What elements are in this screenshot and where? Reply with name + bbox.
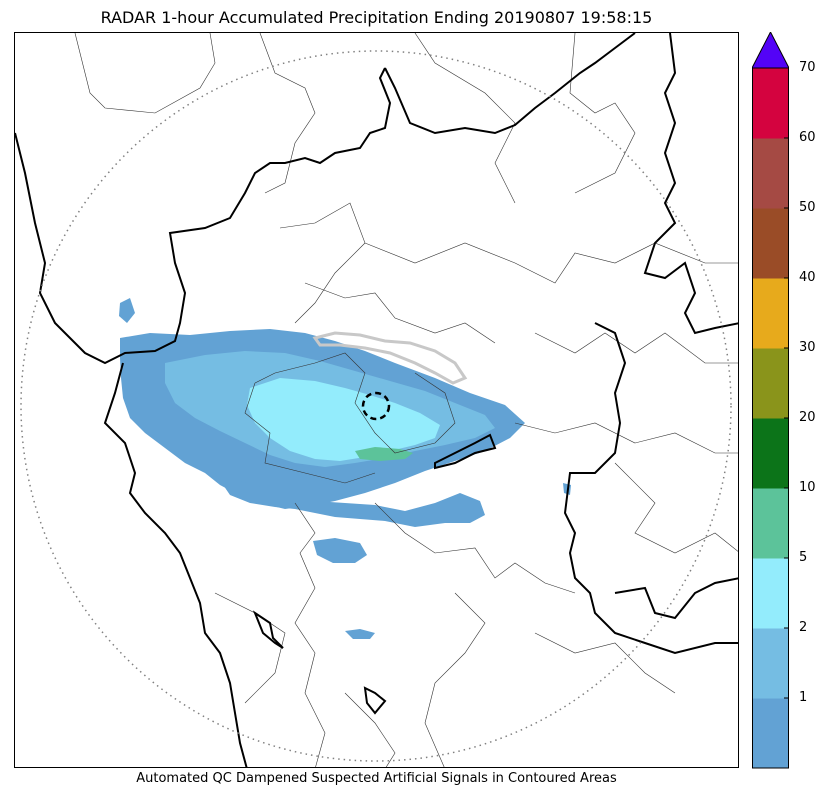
colorbar [752, 32, 789, 769]
colorbar-bin [752, 558, 789, 629]
colorbar-canvas [752, 32, 789, 769]
qc-contour [312, 331, 468, 385]
precip-field [119, 298, 571, 639]
colorbar-extend-max [752, 32, 789, 69]
colorbar-tick-label: 40 [799, 270, 816, 285]
state-boundaries [15, 33, 738, 767]
colorbar-tick-label: 10 [799, 480, 816, 495]
colorbar-bin [752, 698, 789, 769]
precip-band-0-1 [345, 629, 375, 639]
radar-site-marker [361, 391, 391, 421]
colorbar-bin [752, 208, 789, 279]
precip-band-2-5 [247, 378, 440, 461]
colorbar-tick-label: 5 [799, 550, 808, 565]
colorbar-bin [752, 348, 789, 419]
precip-band-0-1 [119, 298, 135, 323]
precip-band-0-1 [215, 473, 485, 527]
colorbar-tick-label: 60 [799, 130, 816, 145]
map-title: RADAR 1-hour Accumulated Precipitation E… [100, 8, 653, 27]
radar-range-ring [20, 50, 732, 762]
colorbar-bin [752, 628, 789, 699]
colorbar-tick-label: 50 [799, 200, 816, 215]
colorbar-bin [752, 138, 789, 209]
colorbar-tick-label: 20 [799, 410, 816, 425]
colorbar-bin [752, 68, 789, 139]
map-panel [14, 32, 739, 768]
colorbar-bin [752, 278, 789, 349]
colorbar-tick-label: 70 [799, 60, 816, 75]
map-canvas [15, 33, 738, 767]
colorbar-tick-label: 1 [799, 690, 808, 705]
precip-band-5-10 [355, 447, 413, 461]
colorbar-tick-label: 30 [799, 340, 816, 355]
colorbar-tick-label: 2 [799, 620, 808, 635]
district-boundaries [74, 33, 738, 767]
colorbar-bin [752, 488, 789, 559]
precip-band-0-1 [313, 538, 367, 563]
map-caption: Automated QC Dampened Suspected Artifici… [136, 771, 617, 786]
colorbar-bin [752, 418, 789, 489]
